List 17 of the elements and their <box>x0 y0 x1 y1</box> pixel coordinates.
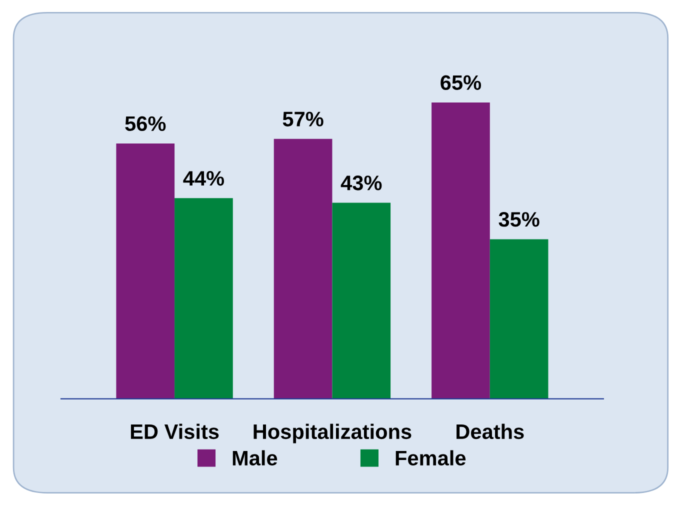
data-label: 44% <box>183 171 224 186</box>
bar <box>174 198 233 399</box>
data-label: 43% <box>340 176 382 190</box>
bar <box>490 239 548 399</box>
legend-label: Female <box>396 450 466 466</box>
bar <box>432 102 490 399</box>
data-label: 35% <box>498 212 540 227</box>
bar <box>116 143 175 399</box>
x-tick-label: ED Visits <box>130 424 219 440</box>
legend-label: Male <box>232 450 278 466</box>
x-tick-label: Deaths <box>456 424 524 440</box>
bar <box>274 138 332 399</box>
bar <box>332 202 391 399</box>
data-label: 56% <box>125 116 166 132</box>
data-label: 57% <box>282 112 324 126</box>
data-label: 65% <box>440 75 482 90</box>
x-tick-label: Hospitalizations <box>254 424 412 444</box>
